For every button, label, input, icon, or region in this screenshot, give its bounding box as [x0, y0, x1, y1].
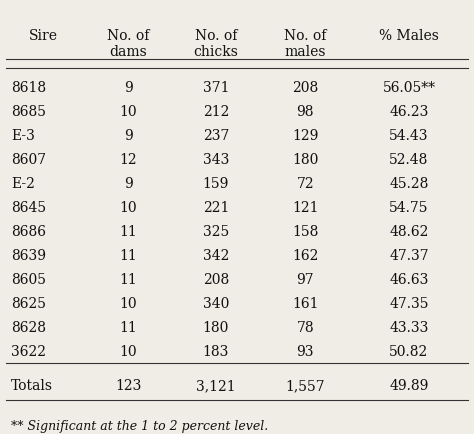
- Text: ** Significant at the 1 to 2 percent level.: ** Significant at the 1 to 2 percent lev…: [11, 419, 268, 432]
- Text: 237: 237: [202, 128, 229, 142]
- Text: 9: 9: [124, 80, 133, 94]
- Text: 8639: 8639: [11, 248, 46, 262]
- Text: 340: 340: [202, 296, 229, 310]
- Text: 1,557: 1,557: [285, 378, 325, 392]
- Text: 10: 10: [120, 104, 137, 118]
- Text: No. of
chicks: No. of chicks: [193, 29, 238, 59]
- Text: 11: 11: [120, 272, 137, 286]
- Text: 129: 129: [292, 128, 319, 142]
- Text: 52.48: 52.48: [389, 152, 428, 166]
- Text: 123: 123: [116, 378, 142, 392]
- Text: 9: 9: [124, 176, 133, 190]
- Text: 12: 12: [120, 152, 137, 166]
- Text: 212: 212: [202, 104, 229, 118]
- Text: 208: 208: [203, 272, 229, 286]
- Text: Sire: Sire: [29, 29, 58, 43]
- Text: 97: 97: [297, 272, 314, 286]
- Text: 8685: 8685: [11, 104, 46, 118]
- Text: 45.28: 45.28: [389, 176, 428, 190]
- Text: 78: 78: [297, 320, 314, 334]
- Text: 11: 11: [120, 248, 137, 262]
- Text: 56.05**: 56.05**: [383, 80, 436, 94]
- Text: 54.75: 54.75: [389, 200, 429, 214]
- Text: 183: 183: [202, 344, 229, 358]
- Text: 161: 161: [292, 296, 319, 310]
- Text: 11: 11: [120, 320, 137, 334]
- Text: 8618: 8618: [11, 80, 46, 94]
- Text: 48.62: 48.62: [389, 224, 428, 238]
- Text: 47.35: 47.35: [389, 296, 429, 310]
- Text: 10: 10: [120, 344, 137, 358]
- Text: 180: 180: [292, 152, 319, 166]
- Text: 3622: 3622: [11, 344, 46, 358]
- Text: % Males: % Males: [379, 29, 439, 43]
- Text: 8607: 8607: [11, 152, 46, 166]
- Text: 8645: 8645: [11, 200, 46, 214]
- Text: 121: 121: [292, 200, 319, 214]
- Text: 221: 221: [202, 200, 229, 214]
- Text: 8605: 8605: [11, 272, 46, 286]
- Text: Totals: Totals: [11, 378, 53, 392]
- Text: E-3: E-3: [11, 128, 35, 142]
- Text: 8628: 8628: [11, 320, 46, 334]
- Text: 50.82: 50.82: [389, 344, 428, 358]
- Text: No. of
males: No. of males: [284, 29, 327, 59]
- Text: 54.43: 54.43: [389, 128, 429, 142]
- Text: 11: 11: [120, 224, 137, 238]
- Text: 8625: 8625: [11, 296, 46, 310]
- Text: 371: 371: [202, 80, 229, 94]
- Text: 325: 325: [203, 224, 229, 238]
- Text: E-2: E-2: [11, 176, 35, 190]
- Text: 343: 343: [202, 152, 229, 166]
- Text: 47.37: 47.37: [389, 248, 429, 262]
- Text: 3,121: 3,121: [196, 378, 236, 392]
- Text: 98: 98: [297, 104, 314, 118]
- Text: 9: 9: [124, 128, 133, 142]
- Text: 46.63: 46.63: [389, 272, 428, 286]
- Text: 10: 10: [120, 200, 137, 214]
- Text: No. of
dams: No. of dams: [108, 29, 150, 59]
- Text: 43.33: 43.33: [389, 320, 428, 334]
- Text: 10: 10: [120, 296, 137, 310]
- Text: 72: 72: [297, 176, 314, 190]
- Text: 93: 93: [297, 344, 314, 358]
- Text: 180: 180: [202, 320, 229, 334]
- Text: 208: 208: [292, 80, 319, 94]
- Text: 158: 158: [292, 224, 319, 238]
- Text: 8686: 8686: [11, 224, 46, 238]
- Text: 342: 342: [202, 248, 229, 262]
- Text: 46.23: 46.23: [389, 104, 428, 118]
- Text: 162: 162: [292, 248, 319, 262]
- Text: 159: 159: [202, 176, 229, 190]
- Text: 49.89: 49.89: [389, 378, 428, 392]
